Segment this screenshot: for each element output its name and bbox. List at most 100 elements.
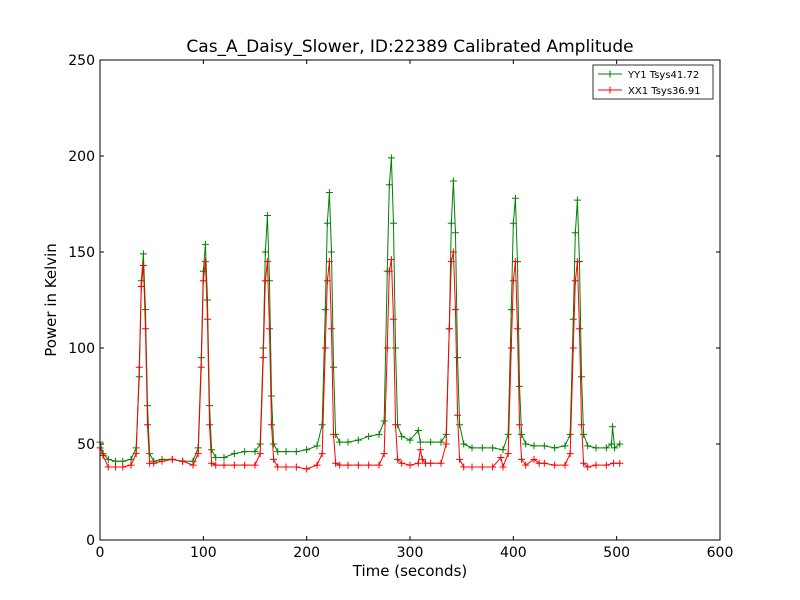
chart-title: Cas_A_Daisy_Slower, ID:22389 Calibrated … bbox=[186, 37, 633, 57]
legend-marker bbox=[606, 70, 614, 78]
data-point bbox=[394, 455, 402, 463]
data-point bbox=[321, 344, 329, 352]
data-point bbox=[571, 229, 579, 237]
data-point bbox=[571, 277, 579, 285]
data-point bbox=[201, 240, 209, 248]
data-point bbox=[530, 442, 538, 450]
y-tick-label: 0 bbox=[86, 533, 95, 549]
data-point bbox=[270, 440, 278, 448]
data-point bbox=[437, 438, 445, 446]
y-tick-label: 150 bbox=[68, 245, 95, 261]
data-point bbox=[414, 427, 422, 435]
data-point bbox=[318, 450, 326, 458]
data-point bbox=[375, 430, 383, 438]
data-point bbox=[313, 461, 321, 469]
data-point bbox=[497, 453, 505, 461]
data-point bbox=[208, 446, 216, 454]
data-point bbox=[336, 438, 344, 446]
data-point bbox=[507, 306, 515, 314]
data-point bbox=[220, 453, 228, 461]
data-point bbox=[449, 248, 457, 256]
data-point bbox=[416, 446, 424, 454]
data-point bbox=[398, 432, 406, 440]
data-point bbox=[168, 455, 176, 463]
data-point bbox=[454, 411, 462, 419]
data-point bbox=[442, 440, 450, 448]
data-point bbox=[509, 219, 517, 227]
data-point bbox=[141, 325, 149, 333]
data-point bbox=[241, 461, 249, 469]
data-point bbox=[478, 444, 486, 452]
data-point bbox=[602, 461, 610, 469]
data-point bbox=[616, 440, 624, 448]
legend-box bbox=[592, 64, 714, 100]
data-point bbox=[499, 463, 507, 471]
data-point bbox=[139, 261, 147, 269]
data-point bbox=[561, 442, 569, 450]
data-point bbox=[561, 461, 569, 469]
data-point bbox=[375, 461, 383, 469]
data-point bbox=[325, 188, 333, 196]
data-point bbox=[551, 444, 559, 452]
data-point bbox=[387, 256, 395, 264]
data-point bbox=[179, 457, 187, 465]
legend-marker bbox=[606, 86, 614, 94]
data-point bbox=[511, 258, 519, 266]
data-point bbox=[274, 463, 282, 471]
data-point bbox=[616, 459, 624, 467]
data-point bbox=[513, 325, 521, 333]
data-point bbox=[406, 461, 414, 469]
data-point bbox=[263, 212, 271, 220]
data-point bbox=[270, 455, 278, 463]
data-point bbox=[261, 248, 269, 256]
data-point bbox=[451, 229, 459, 237]
data-point bbox=[522, 440, 530, 448]
data-point bbox=[584, 463, 592, 471]
data-point bbox=[573, 196, 581, 204]
data-point bbox=[392, 344, 400, 352]
x-tick-label: 600 bbox=[707, 545, 734, 561]
data-point bbox=[387, 154, 395, 162]
data-point bbox=[256, 450, 264, 458]
data-point bbox=[251, 461, 259, 469]
data-point bbox=[468, 444, 476, 452]
data-point bbox=[383, 344, 391, 352]
data-point bbox=[578, 373, 586, 381]
data-point bbox=[516, 382, 524, 390]
data-point bbox=[282, 463, 290, 471]
data-point bbox=[332, 459, 340, 467]
data-point bbox=[427, 459, 435, 467]
data-point bbox=[135, 363, 143, 371]
data-point bbox=[268, 392, 276, 400]
data-point bbox=[516, 421, 524, 429]
data-point bbox=[194, 450, 202, 458]
data-point bbox=[99, 452, 107, 460]
data-point bbox=[540, 442, 548, 450]
data-point bbox=[263, 258, 271, 266]
data-point bbox=[437, 459, 445, 467]
data-point bbox=[499, 446, 507, 454]
data-point bbox=[569, 344, 577, 352]
data-point bbox=[427, 438, 435, 446]
data-point bbox=[150, 459, 158, 467]
data-point bbox=[580, 459, 588, 467]
data-point bbox=[303, 465, 311, 473]
legend-items: YY1 Tsys41.72 XX1 Tsys36.91 bbox=[598, 70, 701, 97]
data-point bbox=[230, 461, 238, 469]
data-point bbox=[507, 344, 515, 352]
data-point bbox=[418, 455, 426, 463]
data-point bbox=[447, 219, 455, 227]
x-tick-label: 0 bbox=[96, 545, 105, 561]
data-point bbox=[323, 277, 331, 285]
data-point bbox=[112, 463, 119, 471]
data-point bbox=[447, 258, 455, 266]
data-point bbox=[282, 448, 290, 456]
data-point bbox=[212, 453, 220, 461]
x-tick-label: 100 bbox=[190, 545, 217, 561]
data-point bbox=[392, 421, 400, 429]
data-point bbox=[327, 248, 335, 256]
data-point bbox=[365, 461, 373, 469]
data-point bbox=[139, 250, 147, 258]
data-point bbox=[127, 461, 135, 469]
data-point bbox=[518, 455, 526, 463]
